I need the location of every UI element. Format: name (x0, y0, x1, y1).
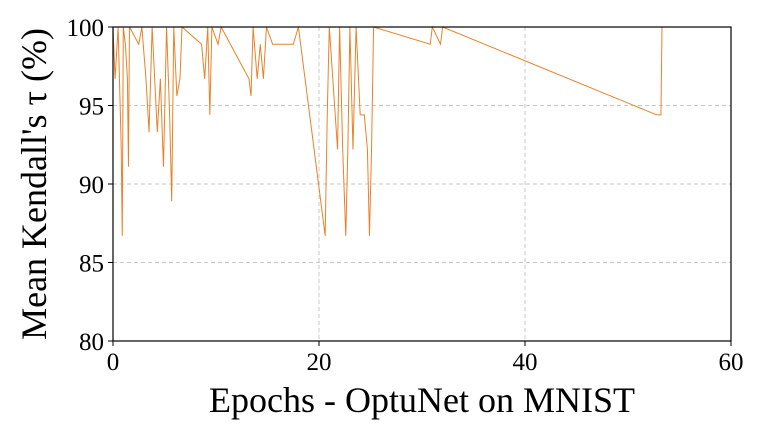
y-tick-label: 100 (67, 15, 105, 42)
line (112, 25, 731, 236)
x-tick-label: 40 (513, 349, 538, 376)
y-axis-label: Mean Kendall's τ (%) (14, 28, 54, 340)
y-tick-label: 95 (79, 94, 104, 121)
plot-frame (112, 26, 732, 342)
x-axis-label: Epochs - OptuNet on MNIST (209, 380, 635, 420)
y-tick-label: 85 (79, 251, 104, 278)
x-tick-label: 20 (307, 349, 332, 376)
y-tick-label: 90 (79, 172, 104, 199)
x-tick-label: 60 (719, 349, 744, 376)
x-tick-label: 0 (107, 349, 120, 376)
y-tick-label: 80 (79, 329, 104, 356)
